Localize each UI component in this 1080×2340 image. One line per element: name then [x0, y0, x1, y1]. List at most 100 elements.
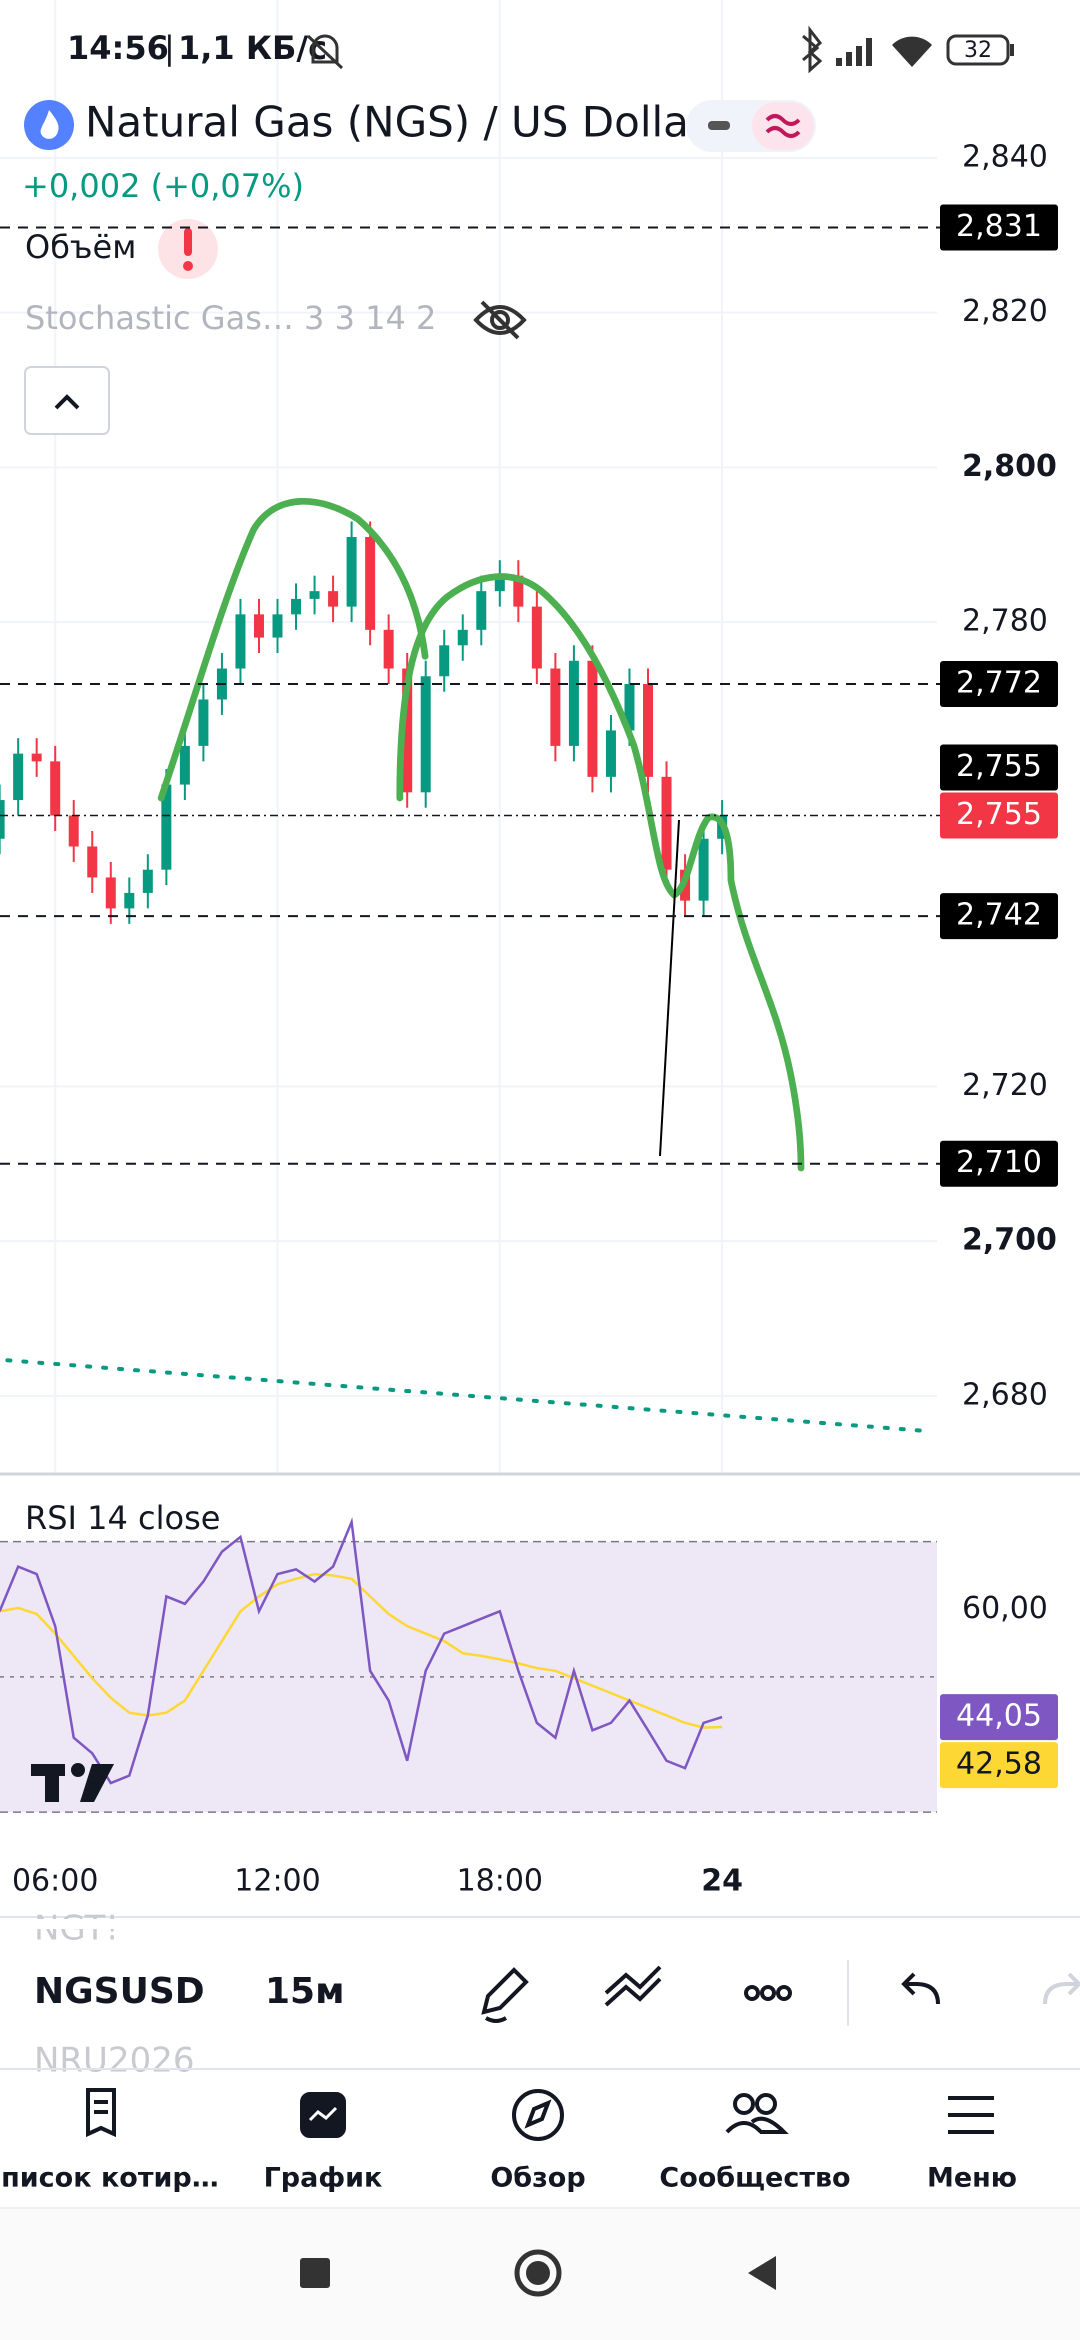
nav-label[interactable]: Сообщество	[659, 2163, 850, 2194]
y-tick-label: 2,840	[962, 139, 1048, 174]
rsi-value-bg	[940, 1742, 1058, 1789]
price-label-bg	[940, 204, 1058, 251]
next-symbol[interactable]: NRU2026	[34, 2041, 194, 2081]
price-axis: 2,840 2,820 2,800 2,780 2,720 2,700 2,680 2,831…	[940, 139, 1058, 1412]
toolbar-icons	[481, 1965, 1080, 2023]
trend-line	[5, 1358, 935, 1434]
list-icon[interactable]	[86, 2088, 116, 2138]
candle-body	[309, 591, 320, 599]
rsi-lines	[0, 1517, 723, 1785]
explore-icon[interactable]	[512, 2089, 564, 2141]
candle-body	[328, 591, 339, 607]
candle-body	[439, 645, 450, 677]
undo-icon[interactable]	[901, 1972, 940, 2005]
candle-body	[142, 869, 153, 893]
home-button[interactable]	[514, 2249, 562, 2297]
price-label-bg	[940, 792, 1058, 839]
candle-body	[476, 591, 487, 630]
candle-body	[87, 846, 98, 878]
nav-label[interactable]: Меню	[927, 2163, 1017, 2194]
back-button[interactable]	[748, 2256, 776, 2290]
candle-body	[365, 536, 376, 630]
candle-body	[457, 629, 468, 646]
home-dot	[526, 2261, 550, 2285]
candle-body	[550, 668, 561, 746]
interval[interactable]: 15м	[265, 1971, 345, 2012]
tv-logo	[31, 1763, 114, 1802]
price-label: 2,742	[956, 898, 1042, 933]
collapse-button[interactable]	[24, 366, 110, 435]
recents-button[interactable]	[300, 2258, 330, 2288]
candle-body	[0, 800, 5, 839]
market-icon-bg	[752, 102, 814, 150]
nav-label[interactable]: График	[264, 2163, 383, 2194]
nav-label[interactable]: Обзор	[490, 2163, 585, 2194]
candle-body	[698, 838, 709, 901]
price-label: 2,831	[956, 209, 1042, 244]
y-tick-label: 2,820	[962, 294, 1048, 329]
community-icon[interactable]	[733, 2093, 755, 2115]
price-label-bg	[940, 1140, 1058, 1187]
price-label: 2,772	[956, 665, 1042, 700]
candle-body	[605, 730, 616, 777]
price-label: 2,755	[956, 797, 1042, 832]
status-icons	[802, 25, 1014, 74]
flame	[40, 110, 59, 139]
rsi-value-label: 42,58	[956, 1747, 1042, 1782]
rsi-line	[0, 1517, 723, 1785]
price-label-bg	[940, 744, 1058, 791]
y-tick-label: 60,00	[962, 1591, 1048, 1626]
candle-body	[346, 536, 357, 607]
symbol[interactable]: NGSUSD	[34, 1971, 205, 2012]
y-tick-label: 2,800	[962, 449, 1057, 484]
redo-icon[interactable]	[1043, 1972, 1080, 2005]
candle-body	[568, 660, 579, 746]
menu-icon[interactable]	[948, 2096, 994, 2134]
hidden-eye-icon[interactable]	[473, 300, 527, 340]
x-tick-label: 18:00	[457, 1864, 543, 1899]
candle-body	[587, 660, 598, 777]
rsi-title: RSI 14 close	[25, 1499, 220, 1537]
stochastic-label[interactable]: Stochastic Gas… 3 3 14 2	[25, 299, 436, 337]
fade	[0, 1919, 1080, 1929]
candle-body	[531, 606, 542, 669]
pencil-icon[interactable]	[481, 1967, 529, 2023]
x-tick-label: 24	[701, 1864, 743, 1899]
dot	[776, 1985, 792, 2001]
trend-icon[interactable]	[604, 1965, 662, 2007]
nav-icons	[86, 2088, 994, 2141]
rsi-value-label: 44,05	[956, 1699, 1042, 1734]
candle-body	[494, 575, 505, 592]
y-tick-label: 2,700	[962, 1223, 1057, 1258]
x-tick-label: 06:00	[12, 1864, 98, 1899]
candle-body	[420, 676, 431, 793]
y-tick-label: 2,780	[962, 604, 1048, 639]
candle-body	[124, 892, 135, 909]
nav-bar: Список котир… График Обзор Сообщество Меню	[0, 2163, 1017, 2194]
nav-label[interactable]: Список котир…	[0, 2163, 219, 2194]
bell-off-icon	[306, 34, 344, 70]
candle-body	[161, 784, 172, 870]
dot[interactable]	[744, 1985, 760, 2001]
price-plot	[0, 0, 937, 1474]
candle-body	[198, 699, 209, 746]
network-speed: 1,1 КБ/с	[178, 29, 327, 67]
price-label-bg	[940, 660, 1058, 707]
candle-body	[383, 629, 394, 669]
candle-body	[13, 753, 24, 801]
candle-body	[402, 668, 413, 793]
candle-body	[253, 614, 264, 638]
candle-body	[31, 753, 42, 762]
chevron-up	[54, 394, 80, 410]
candle-body	[272, 614, 283, 638]
symbol-title[interactable]: Natural Gas (NGS) / US Dollar	[85, 98, 707, 147]
volume-label[interactable]: Объём	[25, 228, 136, 266]
status-time: 14:56	[67, 29, 169, 67]
price-label-bg	[940, 893, 1058, 940]
candle-body	[105, 877, 116, 909]
candle-body	[179, 745, 190, 785]
drawing-curve	[157, 498, 805, 1172]
separator: |	[164, 29, 175, 67]
